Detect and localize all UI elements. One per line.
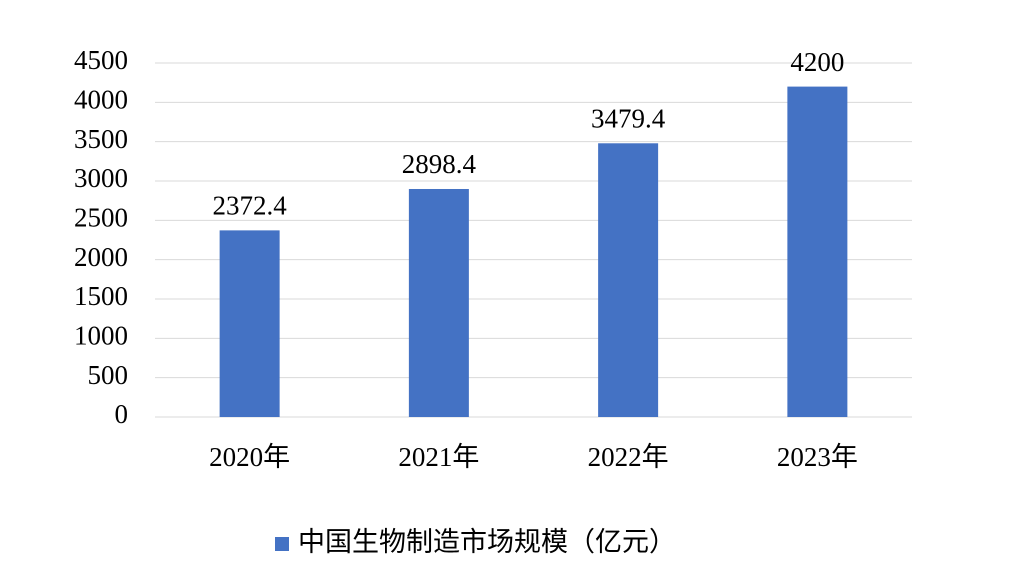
y-tick-label: 2000: [74, 242, 128, 272]
y-tick-label: 500: [88, 360, 129, 390]
bar: [219, 230, 280, 417]
bar: [787, 86, 848, 417]
y-tick-label: 4000: [74, 85, 128, 115]
x-tick-label: 2020年: [209, 442, 290, 472]
bar: [408, 188, 469, 417]
y-tick-label: 3000: [74, 163, 128, 193]
y-tick-label: 3500: [74, 124, 128, 154]
legend-swatch: [275, 537, 289, 551]
legend-label: 中国生物制造市场规模（亿元）: [298, 527, 676, 557]
value-label: 3479.4: [591, 103, 666, 133]
y-tick-label: 4500: [74, 45, 128, 75]
y-tick-label: 1000: [74, 321, 128, 351]
value-label: 4200: [790, 47, 844, 77]
bar: [598, 143, 659, 417]
x-tick-label: 2021年: [398, 442, 479, 472]
x-tick-label: 2023年: [777, 442, 858, 472]
value-label: 2898.4: [402, 149, 477, 179]
value-label: 2372.4: [213, 191, 288, 221]
x-tick-label: 2022年: [588, 442, 669, 472]
y-tick-label: 1500: [74, 281, 128, 311]
y-tick-label: 0: [115, 399, 129, 429]
y-tick-label: 2500: [74, 203, 128, 233]
